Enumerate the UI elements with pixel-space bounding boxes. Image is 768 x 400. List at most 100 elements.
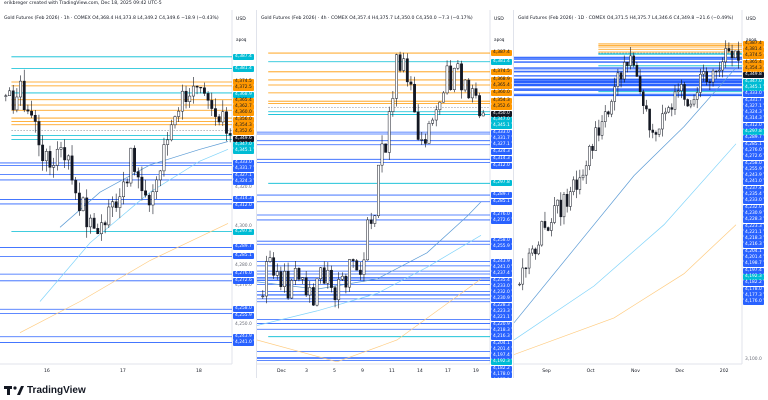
price-level-tag[interactable]: 4,272.6 — [233, 277, 254, 284]
price-level-tag[interactable]: 4,218.3 — [743, 236, 764, 243]
price-level-tag[interactable]: 4,331.7 — [743, 97, 764, 104]
price-level-tag[interactable]: 4,221.1 — [491, 315, 512, 322]
price-level-tag[interactable]: 4,345.1 — [743, 84, 764, 91]
price-level-tag[interactable]: 4,285.1 — [743, 141, 764, 148]
price-level-tag[interactable]: 4,176.0 — [743, 299, 764, 306]
price-level-tag[interactable]: 4,297.8 — [233, 228, 254, 235]
chart-pane-1h[interactable]: Gold Futures (Feb 2026) · 1h · COMEX O4,… — [0, 10, 257, 378]
price-level-tag[interactable]: 4,233.0 — [743, 198, 764, 205]
price-level-tag[interactable]: 4,201.4 — [743, 255, 764, 262]
price-level-tag[interactable]: 4,228.3 — [491, 302, 512, 309]
price-level-tag[interactable]: 4,289.7 — [491, 192, 512, 199]
price-level-tag[interactable]: 4,387.4 — [491, 50, 512, 57]
price-level-tag[interactable]: 4,178.0 — [743, 286, 764, 293]
price-level-tag[interactable]: 4,331.7 — [233, 166, 254, 173]
price-level-tag[interactable]: 4,197.4 — [743, 267, 764, 274]
price-level-tag[interactable]: 4,324.3 — [743, 110, 764, 117]
price-level-tag[interactable]: 4,349.6 — [233, 135, 254, 142]
price-level-tag[interactable]: 4,333.0 — [233, 159, 254, 166]
price-level-tag[interactable]: 4,182.2 — [743, 280, 764, 287]
price-level-tag[interactable]: 4,197.4 — [491, 353, 512, 360]
price-level-tag[interactable]: 4,218.3 — [491, 327, 512, 334]
price-level-tag[interactable]: 4,272.6 — [743, 154, 764, 161]
price-level-tag[interactable]: 4,381.4 — [743, 47, 764, 54]
price-level-tag[interactable]: 4,198.7 — [743, 261, 764, 268]
price-level-tag[interactable]: 4,255.9 — [491, 244, 512, 251]
price-level-tag[interactable]: 4,241.0 — [233, 340, 254, 347]
price-level-tag[interactable]: 4,327.1 — [491, 142, 512, 149]
price-level-tag[interactable]: 4,381.4 — [233, 65, 254, 72]
price-level-tag[interactable]: 4,368.9 — [233, 91, 254, 98]
chart-canvas[interactable] — [257, 10, 513, 378]
price-level-tag[interactable]: 4,312.0 — [491, 162, 512, 169]
price-level-tag[interactable]: 4,345.1 — [491, 123, 512, 130]
price-level-tag[interactable]: 4,276.0 — [233, 271, 254, 278]
chart-pane-4h[interactable]: Gold Futures (Feb 2026) · 4h · COMEX O4,… — [257, 10, 514, 378]
price-level-tag[interactable]: 4,354.3 — [743, 66, 764, 73]
price-level-tag[interactable]: 4,258.0 — [743, 160, 764, 167]
price-level-tag[interactable]: 4,230.9 — [491, 296, 512, 303]
price-level-tag[interactable]: 4,368.9 — [491, 76, 512, 83]
price-level-tag[interactable]: 4,387.4 — [743, 40, 764, 47]
price-level-tag[interactable]: 4,241.0 — [743, 179, 764, 186]
price-level-tag[interactable]: 4,177.3 — [743, 292, 764, 299]
price-level-tag[interactable]: 4,241.0 — [491, 264, 512, 271]
price-level-tag[interactable]: 4,285.1 — [491, 198, 512, 205]
price-level-tag[interactable]: 4,216.3 — [743, 242, 764, 249]
price-level-tag[interactable]: 4,354.3 — [233, 123, 254, 130]
price-level-tag[interactable]: 4,192.3 — [743, 273, 764, 280]
price-level-tag[interactable]: 4,182.2 — [491, 365, 512, 372]
price-level-tag[interactable]: 4,327.1 — [743, 103, 764, 110]
price-level-tag[interactable]: 4,272.6 — [491, 218, 512, 225]
price-level-tag[interactable]: 4,347.0 — [743, 78, 764, 85]
price-level-tag[interactable]: 4,223.3 — [743, 223, 764, 230]
price-level-tag[interactable]: 4,204.1 — [743, 248, 764, 255]
chart-canvas[interactable] — [514, 10, 768, 378]
price-level-tag[interactable]: 4,374.5 — [233, 78, 254, 85]
price-level-tag[interactable]: 4,237.4 — [491, 271, 512, 278]
chart-canvas[interactable] — [0, 10, 256, 378]
price-level-tag[interactable]: 4,314.3 — [233, 196, 254, 203]
price-level-tag[interactable]: 4,204.1 — [491, 340, 512, 347]
price-level-tag[interactable]: 4,312.0 — [743, 122, 764, 129]
price-level-tag[interactable]: 4,192.3 — [491, 359, 512, 366]
price-level-tag[interactable]: 4,354.3 — [491, 98, 512, 105]
price-level-tag[interactable]: 4,230.9 — [743, 210, 764, 217]
price-level-tag[interactable]: 4,235.4 — [743, 192, 764, 199]
price-level-tag[interactable]: 4,365.4 — [233, 97, 254, 104]
price-level-tag[interactable]: 4,232.0 — [743, 204, 764, 211]
price-level-tag[interactable]: 4,297.8 — [491, 180, 512, 187]
price-level-tag[interactable]: 4,221.1 — [743, 229, 764, 236]
price-level-tag[interactable]: 4,243.9 — [743, 173, 764, 180]
price-level-tag[interactable]: 4,324.3 — [233, 178, 254, 185]
price-level-tag[interactable]: 4,352.6 — [491, 104, 512, 111]
price-level-tag[interactable]: 4,255.9 — [743, 166, 764, 173]
price-level-tag[interactable]: 4,372.5 — [233, 85, 254, 92]
price-level-tag[interactable]: 4,349.8 — [743, 72, 764, 79]
price-level-tag[interactable]: 4,232.0 — [491, 290, 512, 297]
price-level-tag[interactable]: 4,362.7 — [233, 104, 254, 111]
price-level-tag[interactable]: 4,237.4 — [743, 185, 764, 192]
price-level-tag[interactable]: 4,258.0 — [233, 306, 254, 313]
price-level-tag[interactable]: 4,276.0 — [491, 211, 512, 218]
price-level-tag[interactable]: 4,223.3 — [491, 309, 512, 316]
price-level-tag[interactable]: 4,333.0 — [743, 91, 764, 98]
price-level-tag[interactable]: 4,289.7 — [233, 244, 254, 251]
price-level-tag[interactable]: 4,233.0 — [491, 283, 512, 290]
price-level-tag[interactable]: 4,365.4 — [743, 59, 764, 66]
price-level-tag[interactable]: 4,314.3 — [743, 116, 764, 123]
price-level-tag[interactable]: 4,297.8 — [743, 129, 764, 136]
price-level-tag[interactable]: 4,365.4 — [491, 83, 512, 90]
price-level-tag[interactable]: 4,228.3 — [743, 217, 764, 224]
price-level-tag[interactable]: 4,374.5 — [743, 53, 764, 60]
price-level-tag[interactable]: 4,289.7 — [743, 135, 764, 142]
price-level-tag[interactable]: 4,258.0 — [491, 238, 512, 245]
price-level-tag[interactable]: 4,345.1 — [233, 148, 254, 155]
price-level-tag[interactable]: 4,220.9 — [491, 321, 512, 328]
price-level-tag[interactable]: 4,285.1 — [233, 253, 254, 260]
price-level-tag[interactable]: 4,243.9 — [233, 333, 254, 340]
price-level-tag[interactable]: 4,356.0 — [233, 116, 254, 123]
price-level-tag[interactable]: 4,360.0 — [491, 89, 512, 96]
price-level-tag[interactable]: 4,333.0 — [491, 129, 512, 136]
price-level-tag[interactable]: 4,201.4 — [491, 346, 512, 353]
